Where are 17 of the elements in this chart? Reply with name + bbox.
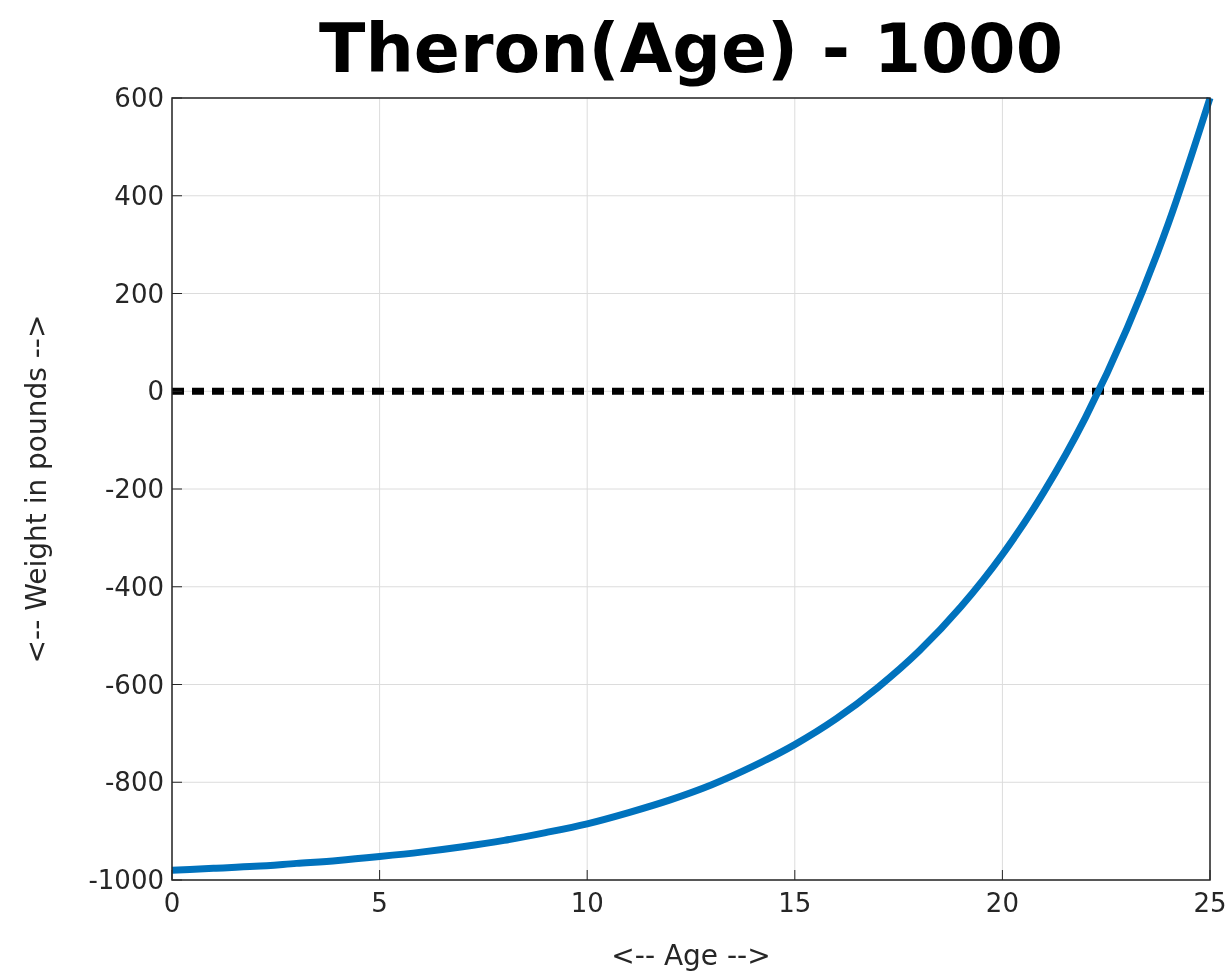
chart-title: Theron(Age) - 1000 bbox=[319, 9, 1063, 88]
y-tick-label: 400 bbox=[114, 180, 164, 211]
x-tick-label: 10 bbox=[570, 888, 604, 918]
x-tick-label: 20 bbox=[985, 888, 1019, 918]
y-tick-label: -800 bbox=[104, 767, 164, 798]
x-tick-label: 25 bbox=[1193, 888, 1227, 918]
y-tick-label: -600 bbox=[104, 669, 164, 700]
y-tick-label: 200 bbox=[114, 278, 164, 309]
y-tick-label: -200 bbox=[104, 474, 164, 504]
y-tick-label: -400 bbox=[104, 571, 164, 602]
x-tick-label: 5 bbox=[371, 888, 388, 918]
y-tick-label: 600 bbox=[114, 83, 164, 113]
y-axis-title: <-- Weight in pounds --> bbox=[20, 314, 53, 664]
x-tick-label: 15 bbox=[778, 888, 812, 918]
x-axis-title: <-- Age --> bbox=[611, 939, 771, 972]
y-tick-label: -1000 bbox=[88, 865, 164, 895]
y-tick-label: 0 bbox=[147, 376, 164, 407]
